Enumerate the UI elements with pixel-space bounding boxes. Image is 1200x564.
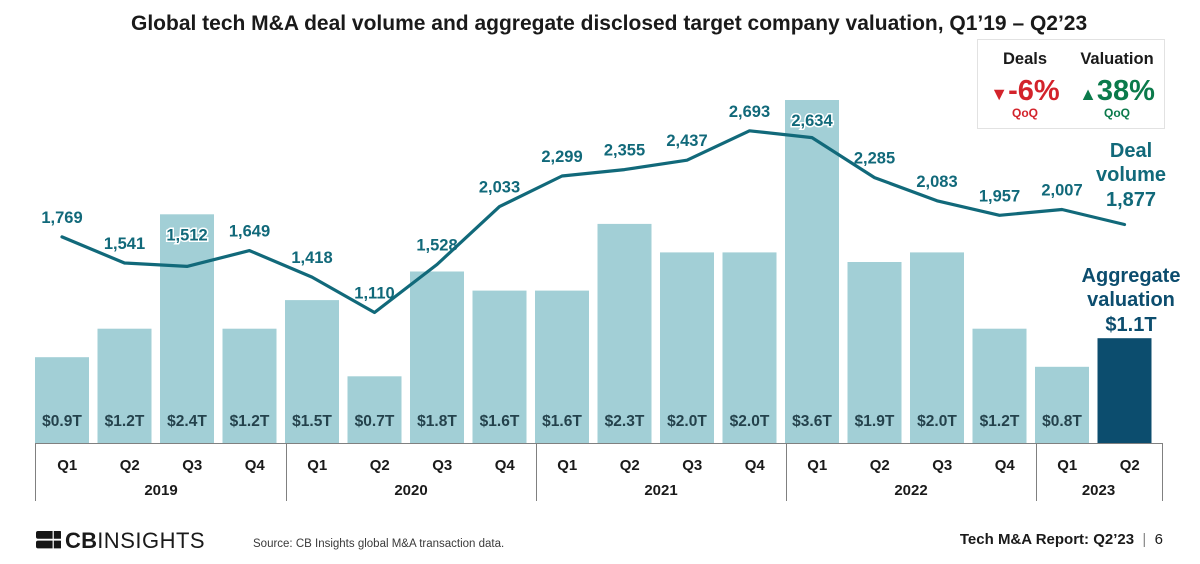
svg-text:$2.0T: $2.0T [917, 413, 957, 430]
svg-text:$1.2T: $1.2T [105, 413, 145, 430]
svg-text:$0.7T: $0.7T [355, 413, 395, 430]
svg-text:$1.6T: $1.6T [542, 413, 582, 430]
svg-text:$1.6T: $1.6T [480, 413, 520, 430]
svg-text:$0.8T: $0.8T [1042, 413, 1082, 430]
svg-text:2,437: 2,437 [666, 132, 707, 150]
svg-text:$1.9T: $1.9T [855, 413, 895, 430]
svg-text:1,957: 1,957 [979, 187, 1020, 205]
svg-text:2,355: 2,355 [604, 142, 645, 160]
svg-text:2,299: 2,299 [541, 148, 582, 166]
svg-text:1,649: 1,649 [229, 223, 270, 241]
svg-text:$1.5T: $1.5T [292, 413, 332, 430]
svg-text:1,110: 1,110 [354, 285, 394, 303]
svg-text:$1.2T: $1.2T [230, 413, 270, 430]
svg-text:1,418: 1,418 [291, 249, 332, 267]
svg-text:$0.9T: $0.9T [42, 413, 82, 430]
svg-text:$3.6T: $3.6T [792, 413, 832, 430]
svg-text:1,512: 1,512 [166, 226, 207, 244]
svg-text:2,083: 2,083 [916, 173, 957, 191]
svg-text:2,033: 2,033 [479, 179, 520, 197]
svg-text:$2.0T: $2.0T [730, 413, 770, 430]
svg-text:$2.0T: $2.0T [667, 413, 707, 430]
svg-text:$2.3T: $2.3T [605, 413, 645, 430]
svg-text:2,634: 2,634 [791, 112, 833, 130]
svg-text:1,528: 1,528 [416, 237, 457, 255]
svg-text:1,769: 1,769 [41, 209, 82, 227]
svg-text:$1.2T: $1.2T [980, 413, 1020, 430]
svg-text:2,007: 2,007 [1041, 182, 1082, 200]
svg-text:$2.4T: $2.4T [167, 413, 207, 430]
svg-text:$1.8T: $1.8T [417, 413, 457, 430]
svg-text:2,693: 2,693 [729, 103, 770, 121]
svg-text:1,541: 1,541 [104, 235, 145, 253]
svg-text:2,285: 2,285 [854, 150, 895, 168]
